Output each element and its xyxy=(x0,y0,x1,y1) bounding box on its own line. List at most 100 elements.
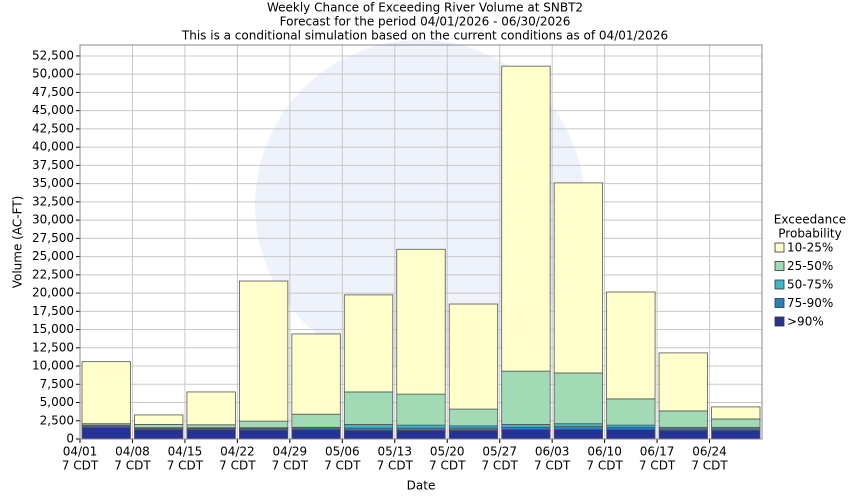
x-tick-label: 06/17 xyxy=(640,445,675,459)
chart-subtitle: Forecast for the period 04/01/2026 - 06/… xyxy=(280,15,571,29)
x-tick-label: 04/29 xyxy=(273,445,308,459)
y-tick-label: 47,500 xyxy=(32,85,74,99)
x-tick-label: 04/15 xyxy=(168,445,203,459)
y-tick-label: 50,000 xyxy=(32,67,74,81)
bar-segment xyxy=(343,429,394,440)
bar-segment xyxy=(186,424,236,429)
bar-segment xyxy=(553,372,604,425)
bar-segment xyxy=(711,418,761,428)
legend-label: 10-25% xyxy=(787,241,833,255)
chart-title: Weekly Chance of Exceeding River Volume … xyxy=(267,1,583,15)
bar-segment xyxy=(606,398,656,426)
x-tick-label: 05/27 xyxy=(482,445,517,459)
y-tick-label: 12,500 xyxy=(32,340,74,354)
x-tick-label: 7 CDT xyxy=(167,459,204,473)
y-tick-label: 27,500 xyxy=(32,231,74,245)
bar-segment xyxy=(343,391,394,425)
bar-segment xyxy=(343,294,394,393)
y-tick-label: 30,000 xyxy=(32,213,74,227)
x-tick-label: 06/10 xyxy=(587,445,622,459)
bar-segment xyxy=(658,352,708,412)
bar-segment xyxy=(396,393,446,426)
legend-label: >90% xyxy=(787,315,824,329)
bar-segment xyxy=(553,426,604,430)
y-tick-label: 45,000 xyxy=(32,103,74,117)
x-tick-label: 06/03 xyxy=(535,445,570,459)
x-tick-label: 7 CDT xyxy=(62,459,99,473)
y-tick-label: 35,000 xyxy=(32,176,74,190)
x-tick-label: 7 CDT xyxy=(219,459,256,473)
bar-segment xyxy=(238,420,289,429)
x-tick-label: 7 CDT xyxy=(377,459,414,473)
legend-label: 50-75% xyxy=(787,278,833,292)
y-tick-label: 17,500 xyxy=(32,304,74,318)
bar-segment xyxy=(186,391,236,426)
y-tick-label: 40,000 xyxy=(32,140,74,154)
legend-swatch xyxy=(774,298,785,308)
bar-segment xyxy=(396,424,446,429)
y-tick-label: 10,000 xyxy=(32,359,74,373)
y-tick-label: 52,500 xyxy=(32,48,74,62)
legend-swatch xyxy=(774,279,785,290)
x-tick-label: 7 CDT xyxy=(429,459,466,473)
bar-segment xyxy=(658,429,708,440)
x-tick-label: 7 CDT xyxy=(324,459,361,473)
bar-segment xyxy=(291,333,341,415)
bar-segment xyxy=(501,65,551,372)
bar-segment xyxy=(553,182,604,374)
x-tick-label: 04/08 xyxy=(115,445,150,459)
legend-label: 25-50% xyxy=(787,259,833,273)
legend-title: Exceedance xyxy=(774,213,846,227)
y-tick-label: 15,000 xyxy=(32,322,74,336)
bar-segment xyxy=(553,429,604,440)
chart-subtitle: This is a conditional simulation based o… xyxy=(181,29,668,43)
y-tick-label: 7,500 xyxy=(40,377,74,391)
x-tick-label: 7 CDT xyxy=(534,459,571,473)
bar-segment xyxy=(396,248,446,395)
x-tick-label: 7 CDT xyxy=(586,459,623,473)
bar-segment xyxy=(448,408,499,427)
x-tick-label: 05/13 xyxy=(377,445,412,459)
bar-segment xyxy=(291,429,341,440)
legend-title: Probability xyxy=(778,227,841,241)
bar-segment xyxy=(396,429,446,440)
y-tick-label: 0 xyxy=(66,432,74,446)
bar-segment xyxy=(81,361,131,425)
y-tick-label: 20,000 xyxy=(32,286,74,300)
y-tick-label: 22,500 xyxy=(32,267,74,281)
bar-segment xyxy=(134,429,184,440)
x-tick-label: 05/06 xyxy=(325,445,360,459)
x-tick-label: 7 CDT xyxy=(639,459,676,473)
bar-segment xyxy=(238,280,289,422)
y-tick-label: 5,000 xyxy=(40,395,74,409)
bar-segment xyxy=(134,414,184,425)
bar-segment xyxy=(658,410,708,428)
bar-segment xyxy=(186,429,236,440)
x-tick-label: 04/01 xyxy=(63,445,98,459)
bar-segment xyxy=(606,291,656,400)
x-tick-label: 06/24 xyxy=(692,445,727,459)
y-tick-label: 37,500 xyxy=(32,158,74,172)
y-tick-label: 42,500 xyxy=(32,121,74,135)
legend-swatch xyxy=(774,261,785,271)
bar-segment xyxy=(134,424,184,429)
bar-segment xyxy=(553,423,604,427)
bar-segment xyxy=(343,424,394,429)
y-axis-label: Volume (AC-FT) xyxy=(11,196,25,289)
x-tick-label: 05/20 xyxy=(430,445,465,459)
x-tick-label: 7 CDT xyxy=(691,459,728,473)
bar-segment xyxy=(448,429,499,440)
x-tick-label: 7 CDT xyxy=(114,459,151,473)
bar-segment xyxy=(606,429,656,440)
bar-segment xyxy=(501,429,551,440)
bar-segment xyxy=(291,413,341,428)
y-tick-label: 32,500 xyxy=(32,194,74,208)
plot-border xyxy=(79,44,763,440)
x-axis-label: Date xyxy=(407,479,436,493)
y-tick-label: 2,500 xyxy=(40,413,74,427)
bar-segment xyxy=(711,429,761,440)
bar-segment xyxy=(448,303,499,410)
bar-segment xyxy=(81,426,131,440)
bar-segment xyxy=(711,406,761,420)
